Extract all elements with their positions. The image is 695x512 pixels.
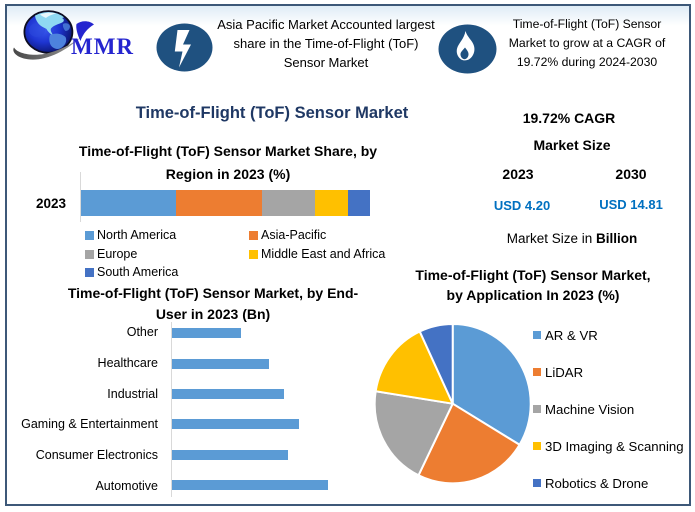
svg-text:MMR: MMR xyxy=(71,34,134,59)
